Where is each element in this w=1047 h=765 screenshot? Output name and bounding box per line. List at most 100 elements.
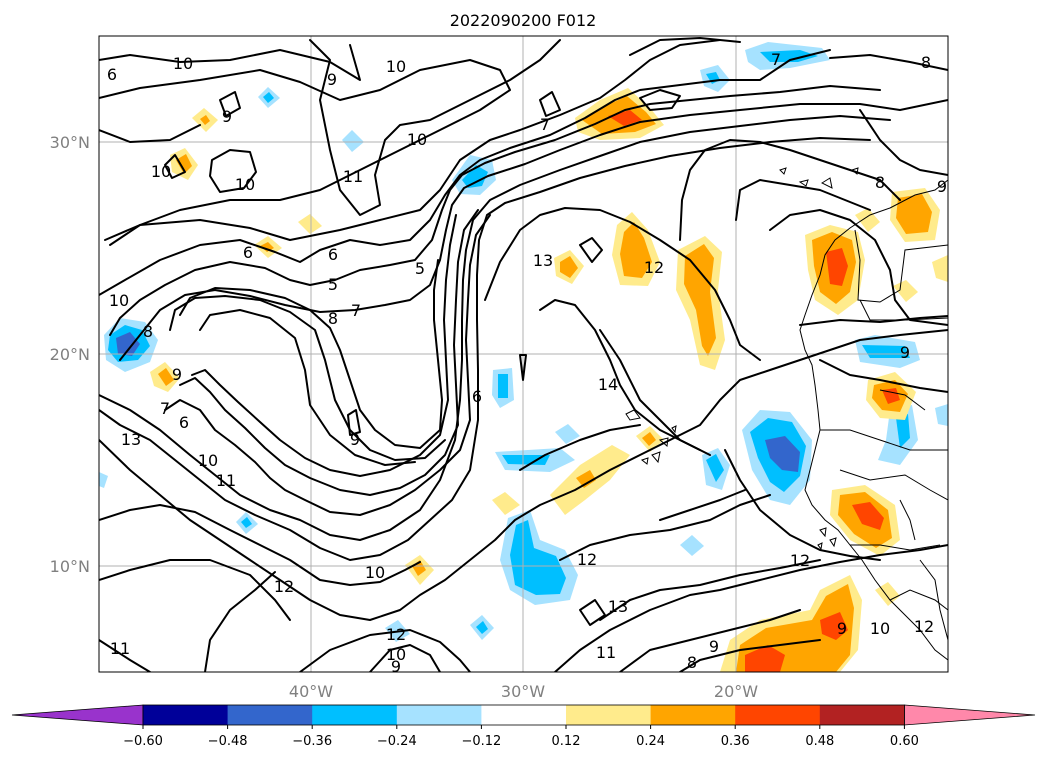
contour-label: 10: [407, 130, 427, 149]
contour-label: 12: [914, 617, 934, 636]
plot-area: 10 9 10 9 10 10 11 10 7 7 8 6 6 6 5 5 8 …: [99, 36, 948, 676]
contour-label: 8: [921, 53, 931, 72]
positive-anomaly-region: [576, 470, 596, 488]
colorbar-tick-label: −0.60: [123, 734, 163, 749]
map-title: 2022090200 F012: [450, 11, 597, 30]
contour-label: 6: [472, 387, 482, 406]
colorbar-extend-high: [904, 704, 1036, 726]
contour-label: 13: [608, 597, 628, 616]
negative-anomaly-region: [502, 455, 550, 465]
contour-label: 11: [110, 639, 130, 658]
negative-anomaly-region: [862, 345, 910, 358]
positive-anomaly-region: [684, 244, 716, 356]
contour-label: 8: [328, 309, 338, 328]
contour-label: 9: [937, 177, 947, 196]
contour-label: 13: [533, 251, 553, 270]
colorbar-tick-label: 0.36: [721, 734, 750, 749]
contour-label: 12: [386, 625, 406, 644]
positive-anomaly-region: [932, 255, 948, 282]
colorbar-frame: [142, 704, 905, 726]
negative-anomaly-region: [935, 404, 948, 426]
colorbar-tick-label: 0.24: [636, 734, 665, 749]
positive-anomaly-region: [176, 154, 192, 174]
positive-anomaly-region: [492, 492, 520, 515]
coastlines: [625, 167, 948, 661]
colorbar-segment: [143, 705, 229, 725]
colorbar-extend-low: [11, 704, 144, 726]
negative-anomaly-region: [680, 535, 704, 556]
contour-label: 11: [343, 167, 363, 186]
contour-label: 9: [391, 657, 401, 676]
negative-anomaly-region: [765, 436, 800, 472]
contour-label: 6: [179, 413, 189, 432]
contour-label: 9: [350, 430, 360, 449]
colorbar-tick-label: 0.60: [890, 734, 919, 749]
contour-label: 5: [328, 275, 338, 294]
contour-label: 12: [644, 258, 664, 277]
colorbar-segment: [650, 705, 736, 725]
contour-label: 13: [121, 430, 141, 449]
lon-label-20w: 20°W: [714, 682, 758, 701]
contour-label: 11: [216, 471, 236, 490]
colorbar-segment: [566, 705, 652, 725]
contour-label: 12: [577, 550, 597, 569]
colorbar-segment: [227, 705, 313, 725]
contour-label: 8: [875, 173, 885, 192]
positive-anomaly-region: [620, 222, 652, 278]
negative-anomaly-region: [706, 454, 724, 482]
negative-anomaly-region: [462, 165, 488, 188]
colorbar-segment: [396, 705, 482, 725]
lat-label-30n: 30°N: [50, 133, 90, 152]
contour-label: 7: [351, 301, 361, 320]
contour-label: 14: [598, 375, 618, 394]
positive-anomaly-region: [560, 256, 578, 278]
colorbar-segment: [481, 705, 567, 725]
contour-label: 12: [274, 577, 294, 596]
colorbar-tick-label: −0.12: [461, 734, 501, 749]
negative-anomaly-region: [498, 374, 508, 398]
contour-label: 10: [386, 645, 406, 664]
contour-label: 7: [160, 399, 170, 418]
contour-label: 8: [143, 322, 153, 341]
contour-labels: 10 9 10 9 10 10 11 10 7 7 8 6 6 6 5 5 8 …: [107, 50, 947, 676]
colorbar-tick-label: 0.12: [552, 734, 581, 749]
contour-label: 9: [222, 107, 232, 126]
contour-label: 6: [243, 243, 253, 262]
contour-label: 9: [900, 343, 910, 362]
colorbar-segment: [819, 705, 905, 725]
contour-label: 8: [687, 653, 697, 672]
colorbar-tick-label: −0.48: [208, 734, 248, 749]
plot-frame: [98, 35, 949, 673]
positive-anomaly-region: [896, 194, 932, 234]
negative-anomaly-region: [896, 414, 910, 448]
contour-label: 9: [837, 619, 847, 638]
positive-anomaly-region: [826, 248, 848, 286]
contour-label: 10: [365, 563, 385, 582]
contour-label: 10: [198, 451, 218, 470]
negative-anomaly-region: [99, 472, 108, 488]
lon-label-40w: 40°W: [289, 682, 333, 701]
contour-lines: [99, 37, 948, 672]
contour-label: 5: [415, 259, 425, 278]
contour-label: 7: [771, 50, 781, 69]
contour-label: 6: [328, 245, 338, 264]
positive-anomaly-region: [298, 214, 322, 234]
lon-label-30w: 30°W: [501, 682, 545, 701]
contour-label: 10: [109, 291, 129, 310]
colorbar-tick-label: −0.24: [377, 734, 417, 749]
contour-label: 12: [790, 551, 810, 570]
negative-anomaly-region: [342, 130, 364, 152]
contour-label: 10: [235, 175, 255, 194]
contour-label: 9: [172, 365, 182, 384]
colorbar-tick-label: −0.36: [292, 734, 332, 749]
positive-anomaly-region: [855, 208, 880, 232]
negative-anomaly-region: [760, 50, 818, 62]
negative-anomaly-region: [510, 520, 566, 595]
contour-label: 10: [386, 57, 406, 76]
lat-label-20n: 20°N: [50, 345, 90, 364]
negative-anomaly-region: [116, 332, 140, 356]
latitude-labels: 30°N 20°N 10°N: [50, 133, 90, 576]
colorbar-segment: [312, 705, 398, 725]
colorbar: −0.60 −0.48 −0.36 −0.24 −0.12 0.12 0.24 0.36 0.4…: [11, 704, 1036, 749]
contour-label: 10: [173, 54, 193, 73]
